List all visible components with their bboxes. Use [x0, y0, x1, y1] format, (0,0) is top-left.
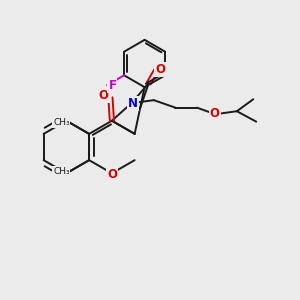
Text: N: N [128, 97, 138, 110]
Text: O: O [99, 89, 109, 102]
Text: F: F [108, 79, 116, 92]
Text: O: O [155, 63, 165, 76]
Text: O: O [210, 106, 220, 119]
Text: O: O [107, 168, 117, 181]
Text: CH₃: CH₃ [53, 167, 70, 176]
Text: CH₃: CH₃ [53, 118, 70, 127]
